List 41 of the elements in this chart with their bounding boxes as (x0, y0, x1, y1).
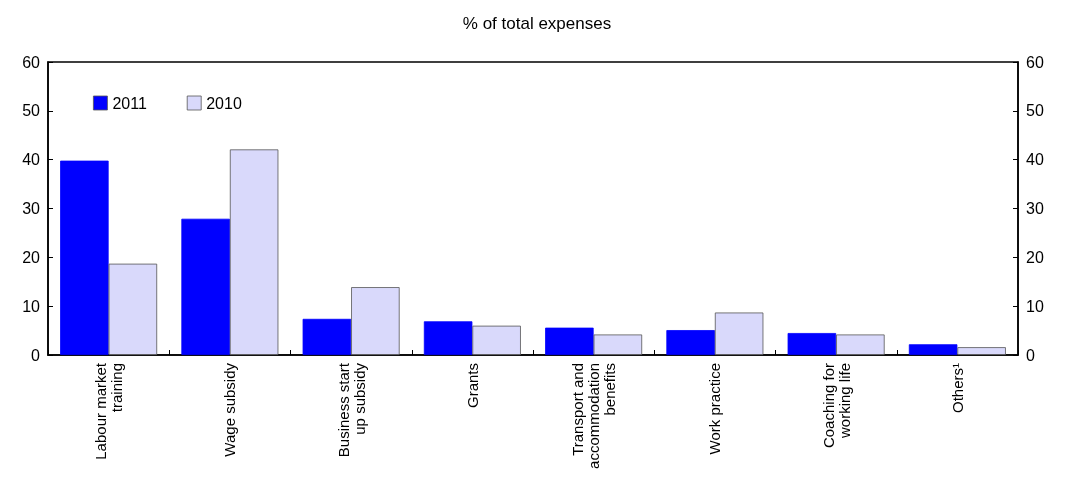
bar (714, 312, 764, 355)
legend-label: 2011 (112, 94, 147, 112)
x-tick-label: Work practice (706, 363, 724, 455)
bar (957, 347, 1006, 355)
y-tick-label: 20 (22, 248, 41, 266)
y2-tick-label: 20 (1026, 248, 1044, 266)
bar (229, 149, 279, 355)
bar (302, 318, 352, 355)
bar (181, 218, 230, 355)
chart-title: % of total expenses (462, 14, 612, 33)
y-tick-label: 0 (31, 346, 41, 364)
bar (351, 287, 400, 355)
bar (666, 330, 715, 355)
y-tick-label: 50 (22, 102, 41, 120)
x-tick-label: Labour market training (92, 362, 126, 460)
y2-tick-label: 0 (1026, 346, 1035, 364)
y-tick-label: 60 (22, 53, 41, 71)
y2-tick-label: 60 (1026, 53, 1044, 71)
x-tick-label: Transport and accommodation benefits (569, 363, 619, 469)
y2-tick-label: 10 (1026, 297, 1044, 315)
y2-tick-label: 40 (1026, 151, 1044, 169)
y-tick-label: 30 (22, 200, 41, 217)
bar (545, 327, 594, 355)
y2-tick-label: 50 (1026, 102, 1044, 120)
bar (60, 160, 109, 355)
x-tick-label: Grants (463, 363, 481, 409)
legend-label: 2010 (206, 94, 242, 112)
x-tick-label: Wage subsidy (221, 362, 239, 457)
x-tick-label: Coaching for working life (819, 363, 853, 449)
y2-tick-label: 30 (1026, 200, 1044, 217)
y-tick-label: 10 (22, 297, 41, 315)
bar (108, 263, 158, 355)
x-tick-label: Others¹ (948, 363, 966, 414)
bar (472, 325, 521, 355)
y-tick-label: 40 (22, 151, 41, 169)
x-tick-label: Business start up subsidy (334, 362, 368, 458)
bar (593, 334, 643, 355)
bar (908, 344, 958, 355)
bar (423, 321, 473, 355)
bar (787, 333, 837, 355)
bar (836, 334, 885, 355)
